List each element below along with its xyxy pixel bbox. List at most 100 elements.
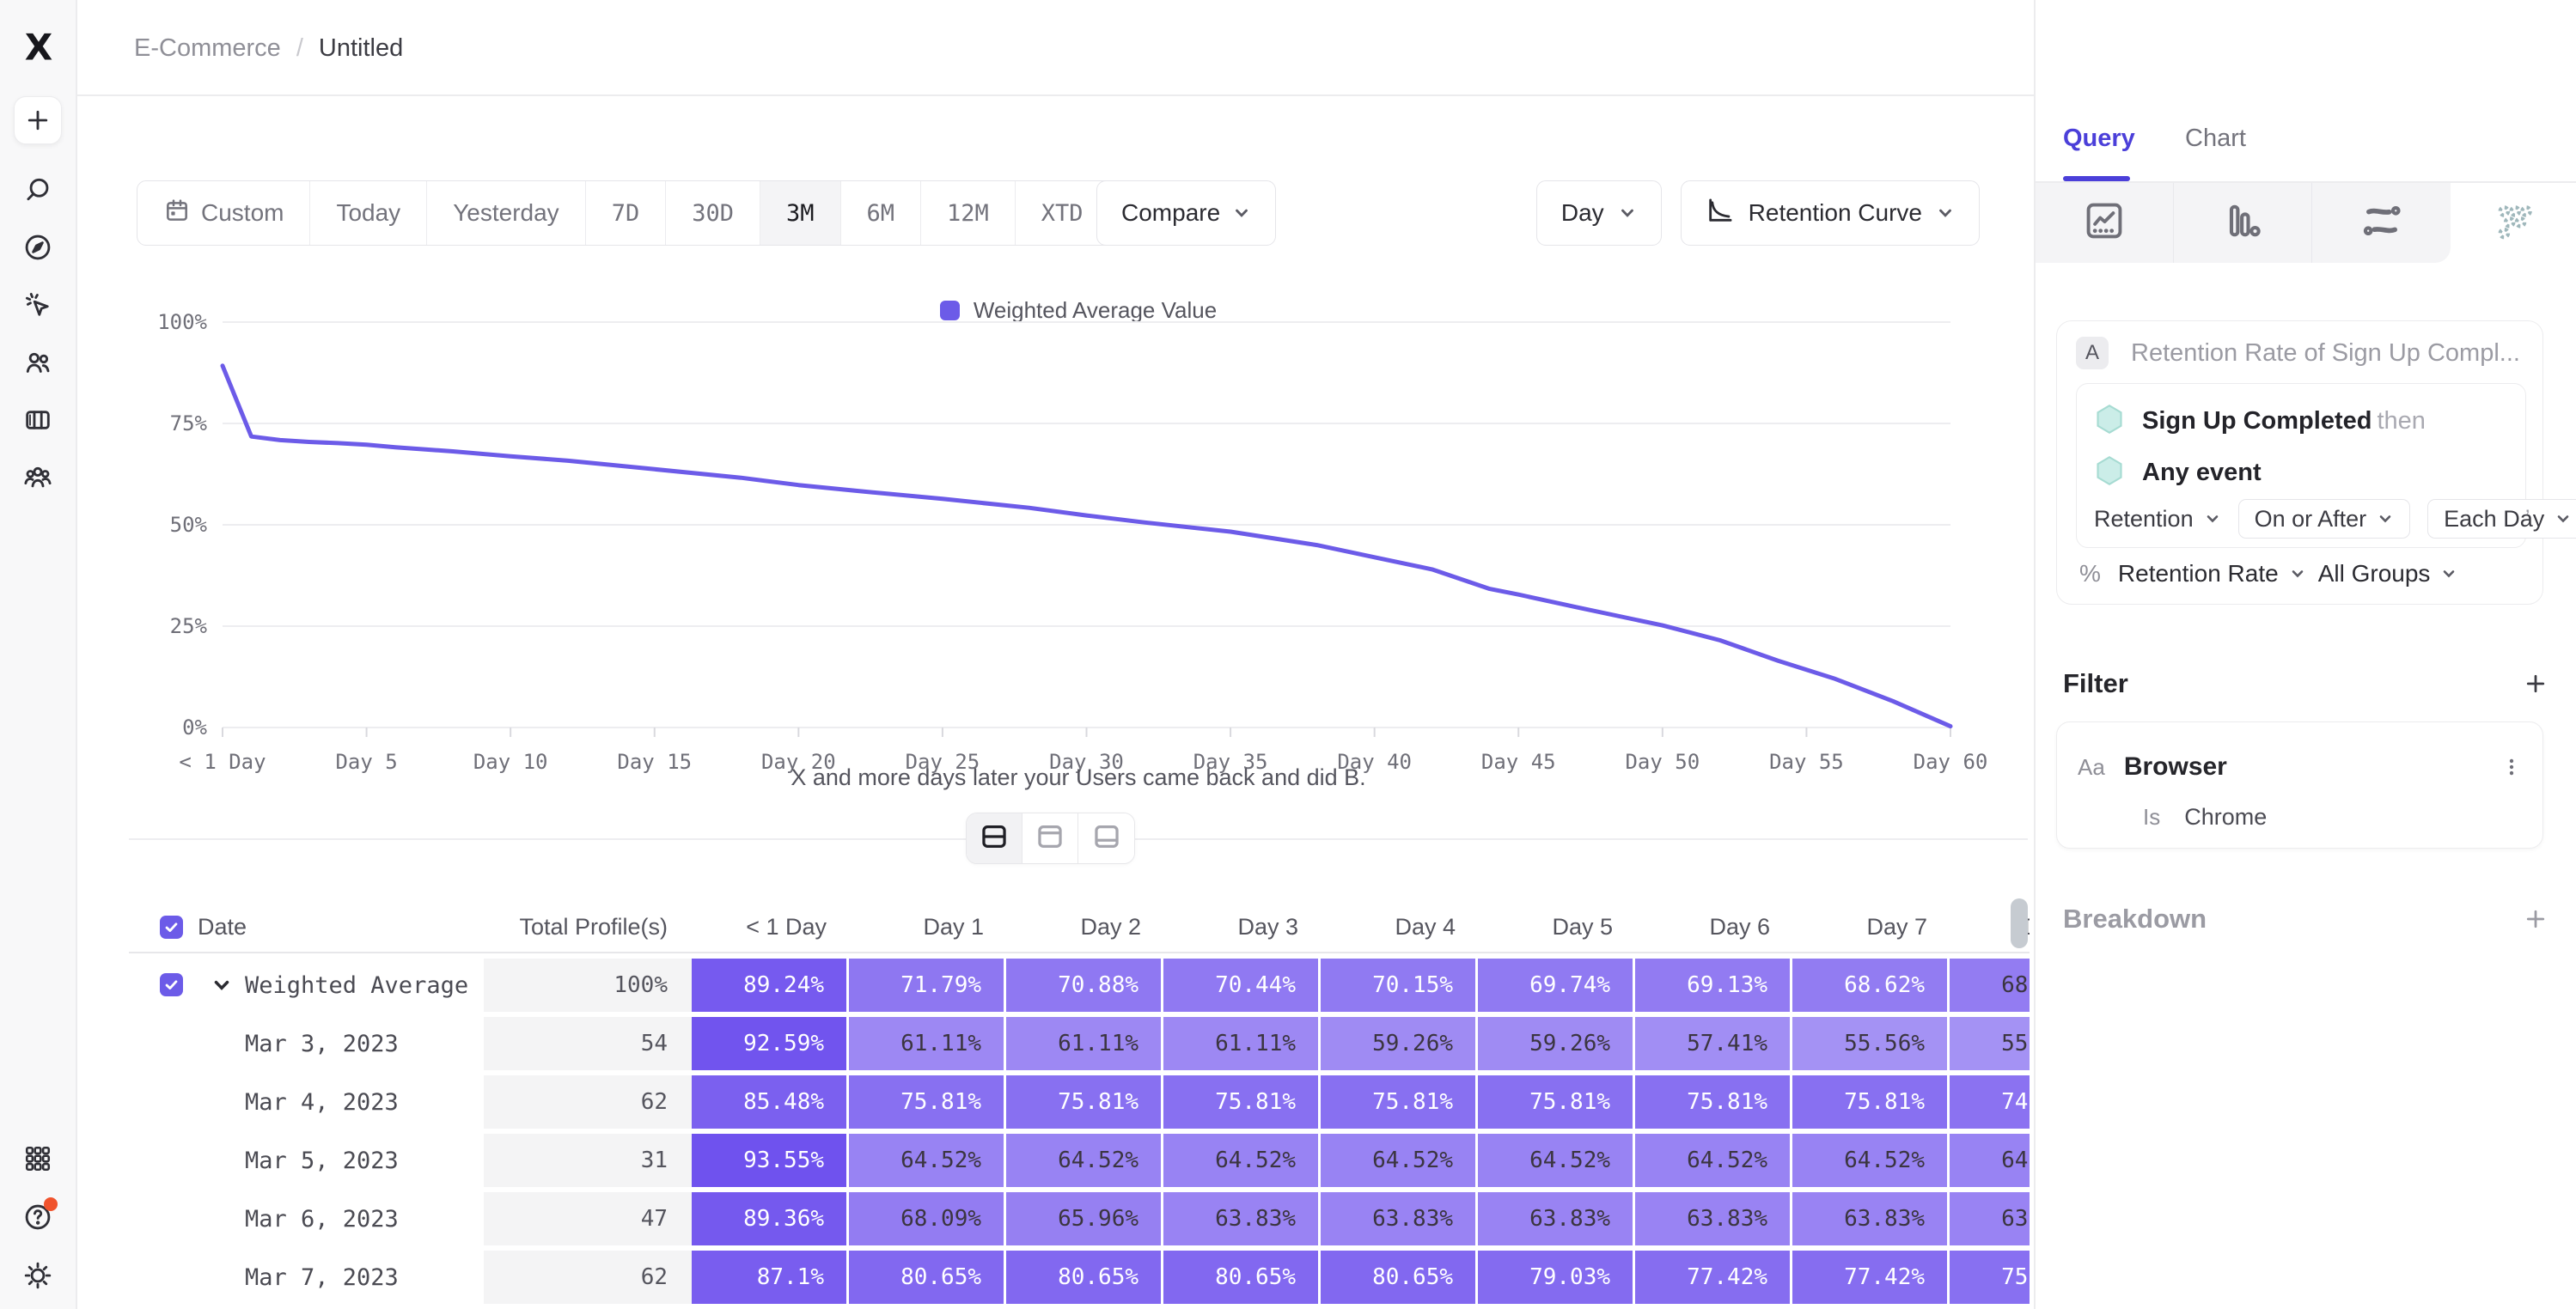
charttype-flow-tile[interactable] [2312,183,2451,263]
each-day-dropdown[interactable]: Each Day [2427,499,2576,539]
users-icon[interactable] [21,346,54,379]
event-name[interactable]: Any event [2142,459,2262,486]
row-date-label[interactable]: Mar 5, 2023 [245,1147,399,1174]
filter-property-name[interactable]: Browser [2123,752,2227,781]
plus-icon[interactable] [14,96,62,144]
range-3m-segment[interactable]: 3M [760,181,841,245]
table-scrollbar[interactable] [2011,898,2028,948]
apps-grid-icon[interactable] [21,1142,54,1175]
retention-cell[interactable]: 70.15% [1321,959,1475,1012]
retention-cell[interactable]: 75.81% [1635,1075,1790,1129]
range-today-segment[interactable]: Today [310,181,428,245]
retention-cell[interactable]: 75.81% [1792,1075,1947,1129]
range-yesterday-segment[interactable]: Yesterday [427,181,586,245]
retention-cell[interactable]: 70.88% [1006,959,1161,1012]
range-12m-segment[interactable]: 12M [921,181,1016,245]
retention-cell[interactable]: 75.81% [1478,1075,1633,1129]
column-header-day[interactable]: Day 2 [1080,913,1141,940]
query-title[interactable]: Retention Rate of Sign Up Compl... [2131,338,2520,367]
retention-mode-dropdown[interactable]: Retention [2094,506,2221,533]
retention-cell[interactable]: 63.83% [1478,1192,1633,1245]
event-row-return[interactable]: Any event [2094,454,2262,491]
column-header-day[interactable]: Day 4 [1395,913,1456,940]
chart-legend[interactable]: Weighted Average Value [129,297,2028,324]
retention-cell[interactable]: 69.13% [1635,959,1790,1012]
add-breakdown-icon[interactable] [2521,904,2550,934]
retention-cell[interactable]: 55.56% [1950,1017,2030,1070]
retention-cell[interactable]: 63.83% [1635,1192,1790,1245]
retention-cell[interactable]: 61.11% [1006,1017,1161,1070]
retention-cell[interactable]: 80.65% [1321,1251,1475,1304]
event-name[interactable]: Sign Up Completed [2142,407,2372,435]
row-date-label[interactable]: Mar 7, 2023 [245,1263,399,1291]
retention-cell[interactable]: 75.81% [1163,1075,1318,1129]
row-date-label[interactable]: Weighted Average ... [245,971,525,999]
retention-cell[interactable]: 87.1% [692,1251,846,1304]
magic-cursor-icon[interactable] [21,289,54,321]
retention-cell[interactable]: 75.81% [849,1075,1004,1129]
retention-cell[interactable]: 68.62% [1792,959,1947,1012]
filter-menu-icon[interactable] [2499,750,2524,784]
retention-cell[interactable]: 64.52% [1321,1134,1475,1187]
row-date-label[interactable]: Mar 6, 2023 [245,1205,399,1233]
retention-cell[interactable]: 64.52% [1635,1134,1790,1187]
breadcrumb-project[interactable]: E-Commerce [134,33,281,62]
retention-cell[interactable]: 74.19% [1950,1075,2030,1129]
retention-cell[interactable]: 69.74% [1478,959,1633,1012]
table-bottom-view-button[interactable] [1078,813,1134,863]
board-columns-icon[interactable] [21,404,54,436]
tab-chart[interactable]: Chart [2185,125,2246,152]
retention-cell[interactable]: 63.83% [1792,1192,1947,1245]
compare-button[interactable]: Compare [1096,180,1277,246]
retention-cell[interactable]: 57.41% [1635,1017,1790,1070]
retention-cell[interactable]: 61.11% [849,1017,1004,1070]
charttype-bar-chart-tile[interactable] [2174,183,2312,263]
retention-cell[interactable]: 80.65% [1006,1251,1161,1304]
retention-cell[interactable]: 75.81% [1950,1251,2030,1304]
help-icon[interactable] [21,1197,58,1233]
tab-query[interactable]: Query [2063,125,2135,152]
table-top-view-button[interactable] [1022,813,1078,863]
split-view-button[interactable] [967,813,1022,863]
app-logo-icon[interactable]: X [19,26,58,69]
retention-cell[interactable]: 64.52% [849,1134,1004,1187]
chart-type-button[interactable]: Retention Curve [1680,180,1980,246]
retention-cell[interactable]: 71.79% [849,959,1004,1012]
retention-cell[interactable]: 59.26% [1321,1017,1475,1070]
retention-cell[interactable]: 65.96% [1006,1192,1161,1245]
range-custom-segment[interactable]: Custom [137,181,311,245]
retention-cell[interactable]: 68.09% [849,1192,1004,1245]
breadcrumb-page[interactable]: Untitled [318,33,404,62]
filter-value[interactable]: Chrome [2184,804,2268,830]
retention-cell[interactable]: 63.83% [1163,1192,1318,1245]
retention-cell[interactable]: 55.56% [1792,1017,1947,1070]
retention-cell[interactable]: 75.81% [1321,1075,1475,1129]
metric-dropdown[interactable]: Retention Rate [2118,560,2306,588]
retention-cell[interactable]: 63.83% [1321,1192,1475,1245]
retention-cell[interactable]: 64.52% [1950,1134,2030,1187]
retention-cell[interactable]: 89.36% [692,1192,846,1245]
settings-icon[interactable] [21,1259,54,1292]
column-header-day[interactable]: < 1 Day [746,913,827,940]
column-header-day[interactable]: Day 1 [923,913,984,940]
retention-cell[interactable]: 64.52% [1006,1134,1161,1187]
retention-cell[interactable]: 85.48% [692,1075,846,1129]
filter-operator[interactable]: Is [2143,804,2161,830]
on-or-after-dropdown[interactable]: On or After [2237,499,2411,539]
row-date-label[interactable]: Mar 3, 2023 [245,1030,399,1057]
group-dropdown[interactable]: All Groups [2318,560,2458,588]
column-header-date[interactable]: Date [198,913,247,940]
retention-cell[interactable]: 80.65% [1163,1251,1318,1304]
retention-cell[interactable]: 70.44% [1163,959,1318,1012]
retention-cell[interactable]: 93.55% [692,1134,846,1187]
select-all-checkbox[interactable] [160,915,183,939]
retention-cell[interactable]: 80.65% [849,1251,1004,1304]
retention-cell[interactable]: 77.42% [1792,1251,1947,1304]
retention-cell[interactable]: 77.42% [1635,1251,1790,1304]
retention-cell[interactable]: 79.03% [1478,1251,1633,1304]
retention-cell[interactable]: 61.11% [1163,1017,1318,1070]
retention-cell[interactable]: 63.83% [1950,1192,2030,1245]
retention-cell[interactable]: 75.81% [1006,1075,1161,1129]
column-header-day[interactable]: Day 7 [1866,913,1927,940]
range-7d-segment[interactable]: 7D [586,181,667,245]
